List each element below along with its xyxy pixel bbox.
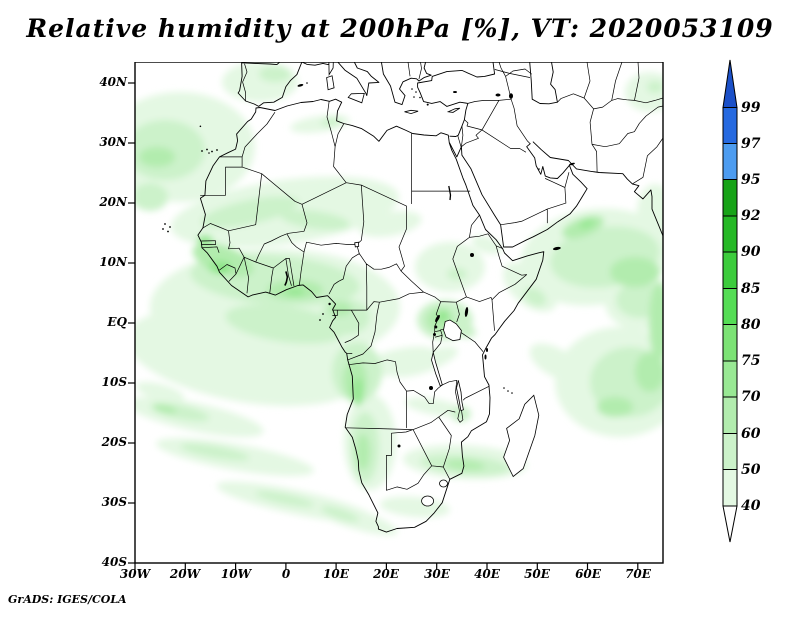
africa-coastline	[197, 98, 545, 533]
y-tick-label: 30S	[101, 495, 127, 509]
colorbar-level-label: 97	[741, 135, 761, 152]
map-canvas	[128, 62, 664, 570]
colorbar-segment	[722, 324, 738, 362]
x-tick-label: 10E	[323, 567, 349, 581]
africa-borders	[200, 101, 528, 491]
small-lakes	[284, 91, 513, 448]
colorbar-level-label: 80	[741, 316, 761, 333]
lake-malawi	[456, 380, 464, 412]
y-tick-label: 40N	[99, 75, 127, 89]
x-tick-label: 30W	[119, 567, 151, 581]
colorbar-segment	[722, 179, 738, 217]
coastline-layer	[162, 62, 663, 533]
colorbar-segment	[722, 433, 738, 470]
lake-tanganyika	[431, 352, 443, 387]
eurasia-coastline	[237, 62, 663, 248]
x-tick-label: 30E	[424, 567, 450, 581]
x-tick-label: 10W	[220, 567, 252, 581]
colorbar-level-label: 75	[741, 353, 761, 369]
colorbar-top-arrow	[722, 59, 738, 108]
asia-borders	[461, 62, 663, 226]
colorbar-segment	[722, 107, 738, 144]
y-tick-label: 10N	[99, 255, 127, 269]
small-islands	[162, 82, 575, 394]
grads-attribution: GrADS: IGES/COLA	[8, 593, 127, 606]
colorbar-level-label: 50	[741, 461, 761, 478]
humidity-shading-layer	[135, 62, 663, 536]
colorbar-segment	[722, 396, 738, 434]
colorbar-level-label: 40	[741, 498, 761, 514]
colorbar-level-label: 99	[741, 99, 761, 116]
x-tick-label: 0	[281, 567, 291, 581]
colorbar-level-label: 85	[741, 280, 761, 297]
x-tick-label: 60E	[575, 567, 601, 581]
y-tick-label: 40S	[101, 555, 127, 569]
y-tick-label: 20S	[101, 435, 127, 449]
colorbar-level-label: 70	[741, 389, 761, 405]
page-title: Relative humidity at 200hPa [%], VT: 202…	[26, 14, 774, 43]
axis-ticks	[128, 82, 639, 570]
x-tick-label: 20W	[169, 567, 201, 581]
eswatini-border	[439, 479, 448, 488]
y-tick-label: 10S	[101, 375, 127, 389]
colorbar-level-label: 92	[741, 208, 761, 224]
colorbar-segment	[722, 143, 738, 180]
x-tick-label: 20E	[373, 567, 399, 581]
colorbar-level-label: 90	[741, 244, 761, 260]
europe-borders	[242, 62, 422, 102]
colorbar-segment	[722, 360, 738, 398]
islands	[326, 62, 540, 478]
lesotho-border	[421, 495, 435, 507]
y-tick-label: 20N	[99, 195, 127, 209]
colorbar-segment	[722, 469, 738, 507]
colorbar	[722, 59, 738, 543]
y-tick-label: EQ	[107, 315, 127, 329]
plot-frame	[134, 62, 664, 564]
border-layer	[200, 62, 663, 507]
lakes-layer	[284, 91, 513, 448]
colorbar-segment	[722, 215, 738, 253]
lake-chad	[354, 241, 360, 248]
x-tick-label: 40E	[474, 567, 500, 581]
colorbar-bottom-arrow	[722, 505, 738, 543]
y-tick-label: 30N	[99, 135, 127, 149]
colorbar-level-label: 95	[741, 171, 761, 188]
x-tick-label: 70E	[625, 567, 651, 581]
colorbar-level-label: 60	[741, 425, 761, 442]
colorbar-segment	[722, 288, 738, 325]
colorbar-segment	[722, 251, 738, 289]
x-tick-label: 50E	[524, 567, 550, 581]
lake-victoria	[443, 319, 462, 342]
